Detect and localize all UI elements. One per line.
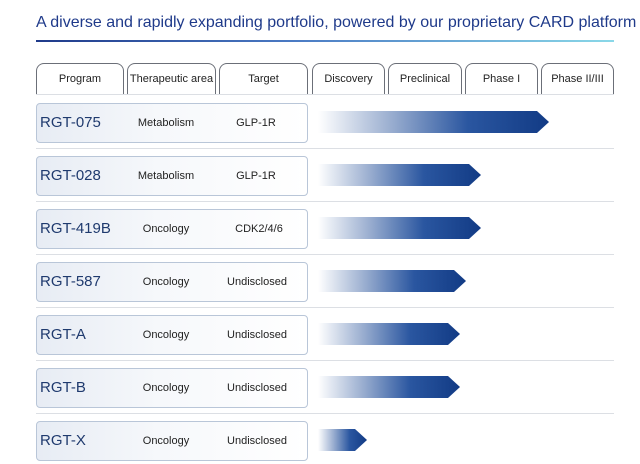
target-name: CDK2/4/6 (235, 223, 283, 235)
program-name: RGT-587 (40, 273, 101, 290)
column-tab-discovery: Discovery (312, 63, 385, 94)
row-label-panel (36, 209, 308, 249)
row-label-panel (36, 156, 308, 196)
target-name: GLP-1R (236, 117, 276, 129)
row-label-panel (36, 103, 308, 143)
program-name: RGT-A (40, 326, 86, 343)
target-name: Undisclosed (227, 276, 287, 288)
header-divider (36, 94, 614, 95)
stage-progress-arrow (318, 111, 549, 133)
therapeutic-area: Oncology (142, 435, 190, 447)
column-tab-target: Target (219, 63, 308, 94)
therapeutic-area: Oncology (142, 329, 190, 341)
program-name: RGT-419B (40, 220, 111, 237)
target-name: Undisclosed (227, 329, 287, 341)
page-title: A diverse and rapidly expanding portfoli… (36, 14, 637, 31)
stage-progress-arrow (318, 164, 481, 186)
row-divider (36, 254, 614, 255)
column-tab-phase-1: Phase I (465, 63, 538, 94)
title-divider (36, 40, 614, 42)
row-divider (36, 413, 614, 414)
row-label-panel (36, 421, 308, 461)
row-label-panel (36, 262, 308, 302)
column-tab-phase-2-3: Phase II/III (541, 63, 614, 94)
stage-progress-arrow (318, 429, 367, 451)
therapeutic-area: Metabolism (137, 117, 195, 129)
stage-progress-arrow (318, 376, 460, 398)
target-name: Undisclosed (227, 382, 287, 394)
stage-progress-arrow (318, 270, 466, 292)
therapeutic-area: Oncology (142, 223, 190, 235)
column-tab-preclinical: Preclinical (388, 63, 462, 94)
row-label-panel (36, 315, 308, 355)
row-divider (36, 307, 614, 308)
target-name: Undisclosed (227, 435, 287, 447)
stage-progress-arrow (318, 323, 460, 345)
therapeutic-area: Oncology (142, 382, 190, 394)
program-name: RGT-028 (40, 167, 101, 184)
column-tab-therapeutic-area: Therapeutic area (127, 63, 216, 94)
therapeutic-area: Oncology (142, 276, 190, 288)
target-name: GLP-1R (236, 170, 276, 182)
row-label-panel (36, 368, 308, 408)
row-divider (36, 201, 614, 202)
program-name: RGT-B (40, 379, 86, 396)
program-name: RGT-075 (40, 114, 101, 131)
program-name: RGT-X (40, 432, 86, 449)
stage-progress-arrow (318, 217, 481, 239)
row-divider (36, 148, 614, 149)
therapeutic-area: Metabolism (137, 170, 195, 182)
column-tab-program: Program (36, 63, 124, 94)
row-divider (36, 360, 614, 361)
